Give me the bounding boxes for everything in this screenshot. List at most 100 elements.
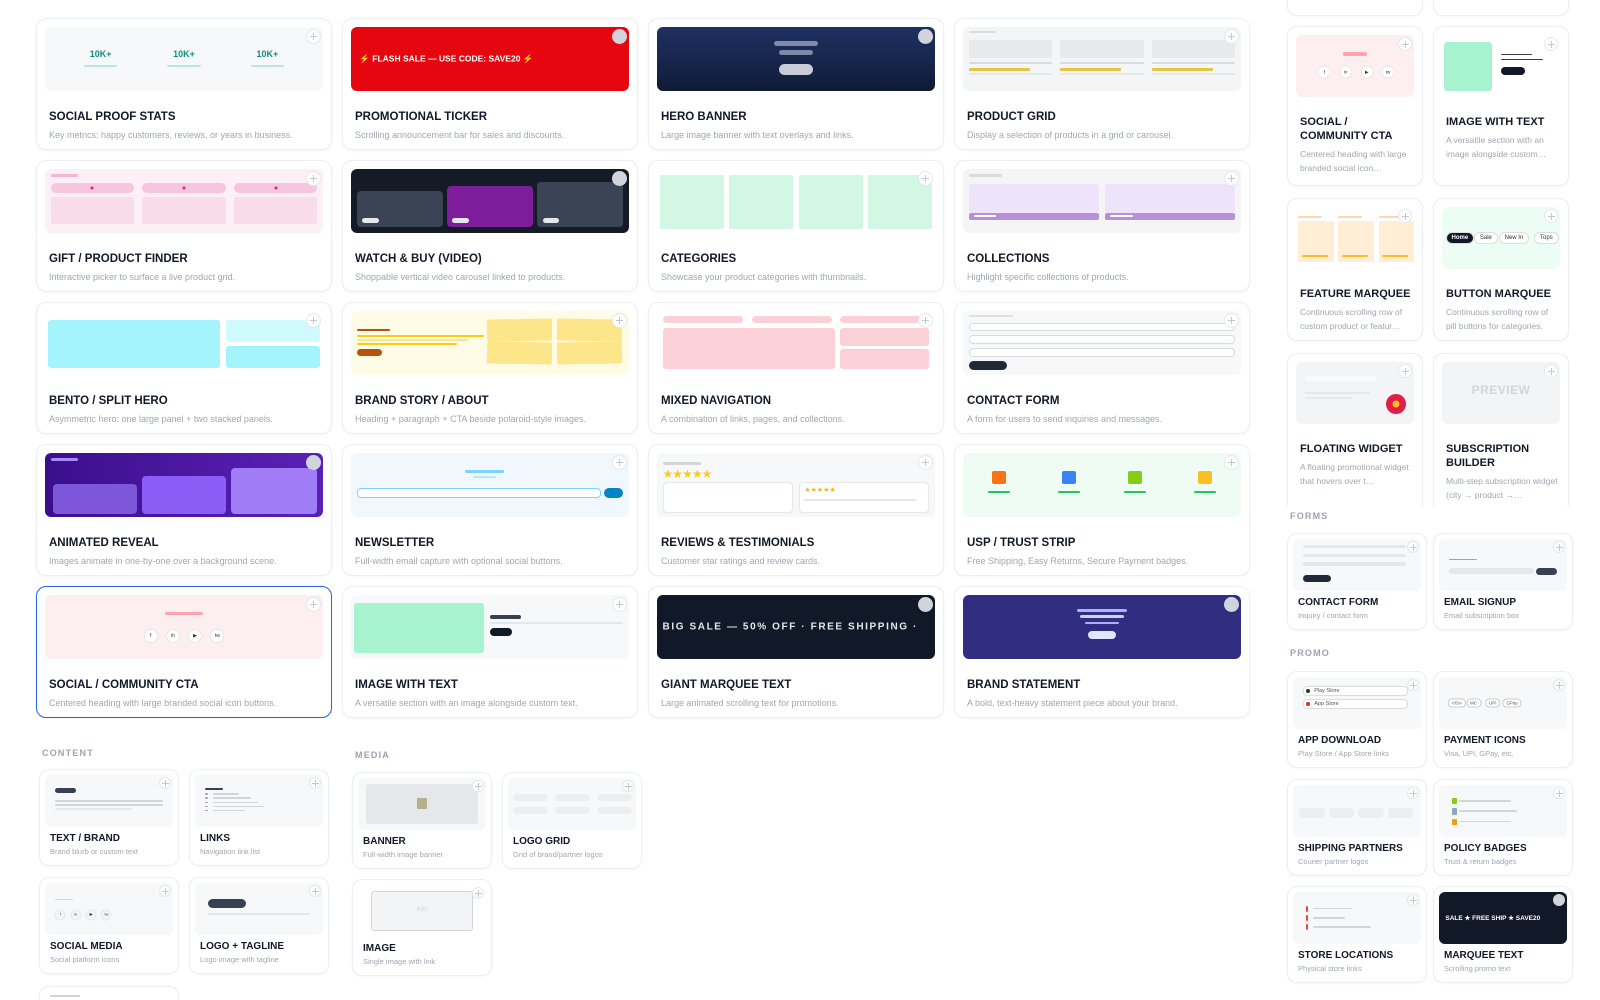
component-card[interactable]: ANIMATED REVEAL Images animate in one-by-… xyxy=(36,444,332,576)
component-card[interactable]: Home Sale New In Tops BUTTON MARQUEE Continuo… xyxy=(1433,198,1569,341)
add-button[interactable] xyxy=(1544,37,1558,51)
add-button[interactable] xyxy=(1407,894,1419,906)
component-card[interactable]: WATCH & BUY (VIDEO) Shoppable vertical vi… xyxy=(342,160,638,292)
add-button[interactable] xyxy=(1553,894,1565,906)
component-card[interactable]: BRAND STORY / ABOUT Heading + paragraph +… xyxy=(342,302,638,434)
add-button[interactable] xyxy=(1398,209,1412,223)
add-button[interactable] xyxy=(309,777,321,789)
add-button[interactable] xyxy=(306,597,321,612)
component-card[interactable]: PRODUCT GRID Display a selection of produ… xyxy=(954,18,1250,150)
add-button[interactable] xyxy=(1407,787,1419,799)
add-button[interactable] xyxy=(918,313,933,328)
card-title: PAYMENT ICONS xyxy=(1444,735,1526,746)
add-button[interactable] xyxy=(1544,209,1558,223)
add-button[interactable] xyxy=(1224,455,1239,470)
add-button[interactable] xyxy=(306,171,321,186)
component-card[interactable]: SALE ★ FREE SHIP ★ SAVE20 MARQUEE TEXT Scr… xyxy=(1433,886,1573,983)
add-button[interactable] xyxy=(612,171,627,186)
component-card[interactable]: BENTO / SPLIT HERO Asymmetric hero: one l… xyxy=(36,302,332,434)
component-card[interactable]: IMG IMAGE Single image with link xyxy=(352,879,492,976)
component-card[interactable]: CONTACT FORM A form for users to send inq… xyxy=(954,302,1250,434)
add-button[interactable] xyxy=(1224,29,1239,44)
component-card[interactable]: LINKS Navigation link list xyxy=(189,769,329,866)
component-card[interactable]: HERO BANNER Large image banner with text … xyxy=(648,18,944,150)
add-button[interactable] xyxy=(1407,541,1419,553)
add-button[interactable] xyxy=(612,455,627,470)
add-button[interactable] xyxy=(1224,597,1239,612)
add-button[interactable] xyxy=(612,29,627,44)
card-title: SOCIAL PROOF STATS xyxy=(49,111,176,123)
card-title: TEXT / BRAND xyxy=(50,833,120,844)
add-button[interactable] xyxy=(1398,364,1412,378)
component-card[interactable]: MIXED NAVIGATION A combination of links, … xyxy=(648,302,944,434)
card-preview xyxy=(45,311,323,375)
component-card[interactable]: COLLECTIONS Highlight specific collection… xyxy=(954,160,1250,292)
preview-shape xyxy=(490,621,624,624)
component-card[interactable]: VISA MC UPI GPay PAYMENT ICONS Visa, UPI, GPa… xyxy=(1433,671,1573,768)
add-button[interactable] xyxy=(1553,787,1565,799)
add-button[interactable] xyxy=(612,313,627,328)
component-card[interactable]: 10K+ 10K+ 10K+ SOCIAL PROOF STATS Key metric… xyxy=(36,18,332,150)
component-card[interactable]: f in ▶ tw SOCIAL MEDIA Social platform icons xyxy=(39,877,179,974)
component-card[interactable]: EMAIL SIGNUP Email subscription box xyxy=(1433,533,1573,630)
add-button[interactable] xyxy=(1224,171,1239,186)
component-card[interactable]: NEWSLETTER Full-width email capture with … xyxy=(342,444,638,576)
component-card[interactable]: f in ▶ tw SOCIAL / COMMUNITY CTA Centered hea… xyxy=(1287,26,1423,186)
preview-shape xyxy=(597,793,633,801)
preview-shape xyxy=(1104,184,1236,213)
preview-shape xyxy=(1079,615,1125,619)
component-card[interactable]: FEATURE MARQUEE Continuous scrolling row … xyxy=(1287,198,1423,341)
component-card[interactable]: POLICY BADGES Trust & return badges xyxy=(1433,779,1573,876)
add-button[interactable] xyxy=(306,29,321,44)
add-button[interactable] xyxy=(1553,541,1565,553)
add-button[interactable] xyxy=(918,29,933,44)
preview-text: in xyxy=(165,628,180,643)
component-card[interactable]: PREVIEW SUBSCRIPTION BUILDER Multi-step su… xyxy=(1433,353,1569,506)
preview-shape xyxy=(1358,808,1384,818)
preview-shape xyxy=(356,334,485,337)
component-card[interactable]: USP / TRUST STRIP Free Shipping, Easy Ret… xyxy=(954,444,1250,576)
component-card[interactable]: Play Store App Store APP DOWNLOAD Play Stor… xyxy=(1287,671,1427,768)
card-partial xyxy=(1287,0,1423,16)
card-description: Images animate in one-by-one over a back… xyxy=(49,556,277,566)
component-card[interactable]: LOGO + TAGLINE Logo image with tagline xyxy=(189,877,329,974)
card-preview: BIG SALE — 50% OFF · FREE SHIPPING · xyxy=(657,595,935,659)
add-button[interactable] xyxy=(159,777,171,789)
component-card[interactable]: BRAND STATEMENT A bold, text-heavy statem… xyxy=(954,586,1250,718)
add-button[interactable] xyxy=(1544,364,1558,378)
add-button[interactable] xyxy=(622,780,634,792)
add-button[interactable] xyxy=(612,597,627,612)
component-card[interactable]: f in ▶ tw SOCIAL / COMMUNITY CTA Centered hea… xyxy=(36,586,332,718)
preview-text: ▶ xyxy=(1360,65,1374,79)
add-button[interactable] xyxy=(159,885,171,897)
component-card[interactable]: STORE LOCATIONS Physical store links xyxy=(1287,886,1427,983)
component-card[interactable]: FLOATING WIDGET A floating promotional wi… xyxy=(1287,353,1423,506)
preview-shape xyxy=(1060,61,1144,65)
add-button[interactable] xyxy=(918,597,933,612)
add-button[interactable] xyxy=(306,313,321,328)
add-button[interactable] xyxy=(309,885,321,897)
add-button[interactable] xyxy=(1407,679,1419,691)
component-card[interactable]: BIG SALE — 50% OFF · FREE SHIPPING · GIAN… xyxy=(648,586,944,718)
component-card[interactable]: SHIPPING PARTNERS Courier partner logos xyxy=(1287,779,1427,876)
component-card[interactable]: BANNER Full-width image banner xyxy=(352,772,492,869)
add-button[interactable] xyxy=(1224,313,1239,328)
card-preview xyxy=(657,311,935,375)
add-button[interactable] xyxy=(1398,37,1412,51)
add-button[interactable] xyxy=(918,455,933,470)
component-card[interactable]: CONTACT FORM Inquiry / contact form xyxy=(1287,533,1427,630)
component-card[interactable]: IMAGE WITH TEXT A versatile section with … xyxy=(342,586,638,718)
component-card[interactable]: TEXT / BRAND Brand blurb or custom text xyxy=(39,769,179,866)
add-button[interactable] xyxy=(472,780,484,792)
add-button[interactable] xyxy=(306,455,321,470)
add-button[interactable] xyxy=(918,171,933,186)
component-card[interactable]: GIFT / PRODUCT FINDER Interactive picker … xyxy=(36,160,332,292)
component-card[interactable]: LOGO GRID Grid of brand/partner logos xyxy=(502,772,642,869)
add-button[interactable] xyxy=(1553,679,1565,691)
component-card[interactable]: IMAGE WITH TEXT A versatile section with … xyxy=(1433,26,1569,186)
card-title: SUBSCRIPTION BUILDER xyxy=(1446,443,1530,469)
component-card[interactable]: ★★★★★ ★★★★★ REVIEWS & TESTIMONIALS Customer… xyxy=(648,444,944,576)
add-button[interactable] xyxy=(472,887,484,899)
component-card[interactable]: ⚡ FLASH SALE — USE CODE: SAVE20 ⚡ PROMOTI… xyxy=(342,18,638,150)
component-card[interactable]: CATEGORIES Showcase your product categori… xyxy=(648,160,944,292)
